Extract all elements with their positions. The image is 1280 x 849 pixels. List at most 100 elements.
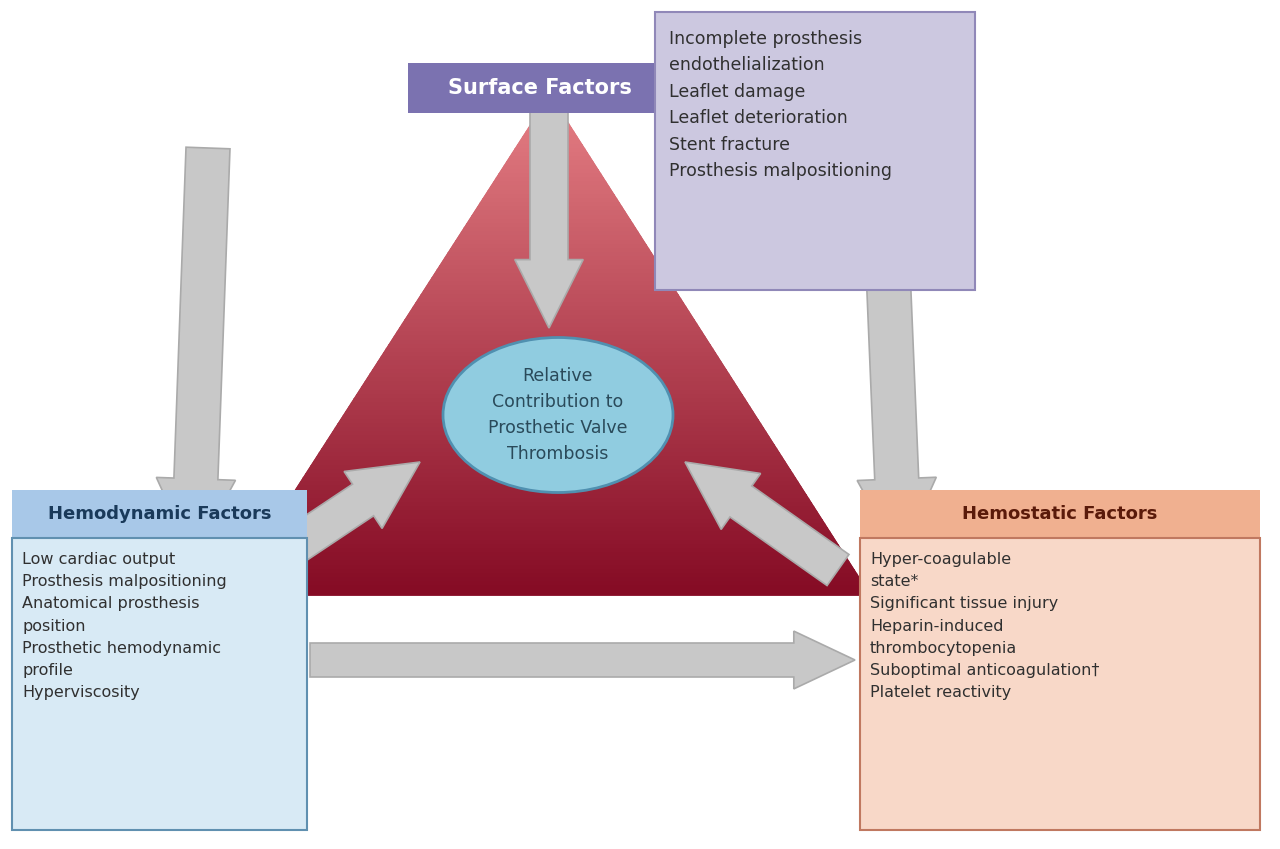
Polygon shape bbox=[507, 158, 593, 161]
Polygon shape bbox=[509, 154, 590, 158]
Polygon shape bbox=[292, 491, 806, 495]
Polygon shape bbox=[355, 395, 745, 399]
Polygon shape bbox=[399, 324, 699, 329]
Polygon shape bbox=[529, 124, 571, 128]
Polygon shape bbox=[524, 132, 577, 137]
Polygon shape bbox=[419, 295, 681, 299]
Polygon shape bbox=[284, 503, 814, 508]
Polygon shape bbox=[279, 512, 819, 516]
Polygon shape bbox=[314, 458, 785, 462]
Polygon shape bbox=[271, 524, 827, 528]
Polygon shape bbox=[480, 200, 620, 203]
Polygon shape bbox=[497, 174, 603, 178]
Polygon shape bbox=[367, 374, 731, 379]
Polygon shape bbox=[448, 249, 652, 253]
Polygon shape bbox=[539, 108, 561, 112]
Polygon shape bbox=[416, 299, 684, 303]
Polygon shape bbox=[340, 416, 758, 420]
Polygon shape bbox=[531, 120, 568, 124]
Polygon shape bbox=[372, 366, 726, 370]
Polygon shape bbox=[298, 482, 801, 486]
Polygon shape bbox=[413, 303, 686, 307]
Polygon shape bbox=[392, 337, 708, 340]
Polygon shape bbox=[271, 524, 827, 528]
Polygon shape bbox=[362, 383, 737, 386]
Polygon shape bbox=[348, 403, 750, 408]
Polygon shape bbox=[348, 403, 750, 408]
Polygon shape bbox=[488, 187, 612, 191]
Polygon shape bbox=[357, 391, 742, 395]
Polygon shape bbox=[480, 200, 620, 203]
Polygon shape bbox=[408, 312, 691, 316]
Polygon shape bbox=[424, 287, 676, 291]
Polygon shape bbox=[499, 170, 600, 174]
Polygon shape bbox=[247, 562, 851, 565]
Polygon shape bbox=[379, 357, 721, 362]
Polygon shape bbox=[389, 340, 710, 345]
Polygon shape bbox=[375, 362, 723, 366]
Polygon shape bbox=[319, 449, 780, 453]
Polygon shape bbox=[394, 333, 705, 337]
Polygon shape bbox=[298, 482, 801, 486]
Polygon shape bbox=[276, 516, 822, 520]
Polygon shape bbox=[492, 183, 609, 187]
Polygon shape bbox=[250, 558, 849, 562]
Polygon shape bbox=[316, 453, 782, 458]
Polygon shape bbox=[279, 512, 819, 516]
Polygon shape bbox=[156, 147, 236, 558]
Polygon shape bbox=[355, 395, 745, 399]
Polygon shape bbox=[453, 241, 646, 245]
Polygon shape bbox=[485, 191, 614, 195]
Polygon shape bbox=[346, 408, 753, 412]
Polygon shape bbox=[443, 257, 657, 261]
Text: Hyper-coagulable
state*
Significant tissue injury
Heparin-induced
thrombocytopen: Hyper-coagulable state* Significant tiss… bbox=[870, 552, 1100, 700]
Polygon shape bbox=[362, 383, 737, 386]
Polygon shape bbox=[365, 379, 733, 383]
Polygon shape bbox=[402, 320, 696, 324]
Polygon shape bbox=[397, 329, 701, 333]
Polygon shape bbox=[465, 224, 635, 228]
Polygon shape bbox=[289, 495, 809, 499]
Polygon shape bbox=[440, 261, 659, 266]
Polygon shape bbox=[521, 137, 580, 141]
Polygon shape bbox=[269, 528, 829, 532]
Polygon shape bbox=[244, 565, 854, 570]
Polygon shape bbox=[536, 112, 563, 115]
Text: Low cardiac output
Prosthesis malpositioning
Anatomical prosthesis
position
Pros: Low cardiac output Prosthesis malpositio… bbox=[22, 552, 227, 700]
Polygon shape bbox=[544, 99, 556, 104]
Polygon shape bbox=[504, 161, 595, 166]
Text: Hemostatic Factors: Hemostatic Factors bbox=[963, 505, 1157, 523]
Polygon shape bbox=[352, 399, 748, 403]
Polygon shape bbox=[276, 516, 822, 520]
Polygon shape bbox=[497, 174, 603, 178]
FancyBboxPatch shape bbox=[655, 12, 975, 290]
Polygon shape bbox=[230, 587, 868, 591]
Polygon shape bbox=[453, 241, 646, 245]
Polygon shape bbox=[408, 312, 691, 316]
Polygon shape bbox=[242, 570, 856, 574]
Text: Relative
Contribution to
Prosthetic Valve
Thrombosis: Relative Contribution to Prosthetic Valv… bbox=[488, 368, 627, 463]
Polygon shape bbox=[321, 445, 777, 449]
Polygon shape bbox=[462, 228, 637, 233]
Polygon shape bbox=[255, 549, 844, 554]
Polygon shape bbox=[325, 441, 774, 445]
Polygon shape bbox=[343, 412, 755, 416]
Polygon shape bbox=[458, 233, 641, 237]
Polygon shape bbox=[458, 233, 641, 237]
Polygon shape bbox=[306, 470, 792, 475]
Polygon shape bbox=[381, 353, 718, 357]
Polygon shape bbox=[509, 154, 590, 158]
Polygon shape bbox=[303, 475, 795, 478]
Polygon shape bbox=[328, 436, 772, 441]
Polygon shape bbox=[531, 120, 568, 124]
Polygon shape bbox=[335, 424, 763, 429]
Polygon shape bbox=[515, 145, 585, 149]
Polygon shape bbox=[521, 137, 580, 141]
Polygon shape bbox=[475, 207, 625, 211]
Polygon shape bbox=[360, 386, 740, 391]
Polygon shape bbox=[330, 432, 769, 436]
Polygon shape bbox=[389, 340, 710, 345]
Polygon shape bbox=[328, 436, 772, 441]
Polygon shape bbox=[443, 257, 657, 261]
Polygon shape bbox=[494, 178, 605, 183]
